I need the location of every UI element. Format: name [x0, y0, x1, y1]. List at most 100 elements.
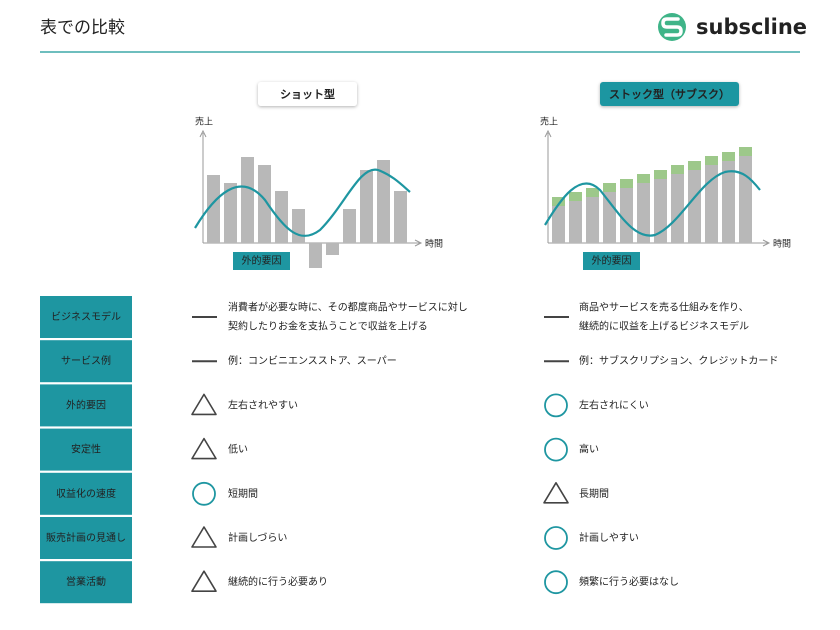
cell-text: 商品やサービスを売る仕組みを作り、 [579, 301, 749, 314]
bar-segment [569, 201, 582, 243]
arrow [414, 239, 423, 247]
y-axis-label: 売上 [195, 116, 213, 128]
bar-segment [637, 174, 650, 183]
trend-curve [544, 170, 761, 237]
annotation: 外的要因 [242, 254, 282, 267]
badge [600, 82, 739, 106]
cell-text: 契約したりお金を支払うことで収益を上げる [228, 320, 428, 333]
cell-text: 計画しやすい [579, 531, 639, 544]
bar-segment [654, 170, 667, 179]
cell-text: 例：サブスクリプション、クレジットカード [579, 354, 778, 367]
cell-text: 左右されやすい [228, 398, 298, 411]
bar [360, 170, 373, 243]
x-axis-label: 時間 [425, 239, 443, 250]
bar-segment [688, 170, 701, 243]
cell-text: 継続的に収益を上げるビジネスモデル [579, 320, 749, 333]
row-label: サービス例 [61, 354, 111, 367]
x-axis-label: 時間 [773, 239, 791, 250]
cell-text: 短期間 [228, 487, 258, 500]
bar-segment [671, 165, 684, 174]
page-title: 表での比較 [40, 18, 125, 38]
bar [326, 243, 339, 255]
row-label: ビジネスモデル [51, 310, 121, 323]
row-label-box [40, 384, 132, 427]
circle-mark [544, 526, 568, 550]
y-axis-label: 売上 [540, 116, 558, 128]
bar-segment [620, 179, 633, 188]
bar-segment [552, 197, 565, 206]
cell-text: 長期間 [579, 488, 609, 500]
bar-segment [739, 156, 752, 243]
bar [258, 165, 271, 243]
bar-segment [603, 183, 616, 192]
row-label-box [40, 561, 132, 604]
badge-label: ストック型（サブスク） [609, 87, 730, 101]
annotation-box [583, 252, 640, 270]
cell-text: 例：コンビニエンスストア、スーパー [228, 354, 397, 367]
bar-segment [722, 161, 735, 243]
row-label-box [40, 340, 132, 383]
annotation: 外的要因 [592, 254, 632, 267]
circle-mark [544, 570, 568, 595]
arrow [762, 239, 771, 247]
arrow [544, 129, 552, 138]
bar-segment [671, 174, 684, 243]
bar [275, 191, 288, 243]
bar [377, 160, 390, 243]
row-label-box [40, 428, 132, 471]
badge [258, 82, 357, 106]
row-label: 収益化の速度 [56, 487, 116, 500]
bar [224, 183, 237, 243]
bar [394, 191, 407, 243]
bar-segment [620, 188, 633, 243]
row-label: 営業活動 [66, 575, 106, 588]
triangle-mark [543, 482, 569, 504]
cell-text: 計画しづらい [228, 531, 287, 544]
row-label: 安定性 [71, 443, 101, 456]
logo-mark [661, 17, 683, 37]
triangle-mark [191, 437, 217, 460]
row-label: 販売計画の見通し [46, 531, 126, 544]
bar [309, 243, 322, 268]
bar [343, 209, 356, 243]
bar-segment [552, 206, 565, 243]
bar [292, 209, 305, 243]
bar-segment [688, 161, 701, 170]
triangle-mark [191, 393, 217, 416]
logo-text: subscline [696, 15, 807, 39]
bar-segment [739, 147, 752, 156]
trend-curve [194, 168, 411, 237]
bar [207, 175, 220, 243]
bar [241, 157, 254, 243]
cell-text: 消費者が必要な時に、その都度商品やサービスに対し [228, 301, 468, 314]
row-label-box [40, 517, 132, 559]
row-label-box [40, 296, 132, 338]
cell-text: 継続的に行う必要あり [228, 575, 328, 588]
bar-segment [705, 156, 718, 165]
bar-segment [603, 192, 616, 243]
badge-label: ショット型 [280, 87, 335, 101]
cell-text: 左右されにくい [579, 398, 649, 411]
cell-text: 低い [228, 443, 248, 456]
bar-segment [569, 192, 582, 201]
bar-segment [586, 188, 599, 197]
bar-segment [722, 152, 735, 161]
circle-mark [544, 437, 568, 462]
circle-mark [544, 393, 568, 418]
bar-segment [654, 179, 667, 243]
circle-mark [192, 481, 216, 506]
bar-segment [586, 197, 599, 243]
row-label-box [40, 472, 132, 515]
triangle-mark [191, 526, 217, 548]
bar-segment [705, 165, 718, 243]
annotation-box [233, 252, 290, 270]
arrow [199, 129, 207, 138]
comparison-table: ビジネスモデル 消費者が必要な時に、その都度商品やサービスに対し契約したりお金を支… [40, 296, 778, 604]
bar-segment [637, 183, 650, 243]
cell-text: 頻繁に行う必要はなし [579, 575, 679, 588]
cell-text: 高い [579, 443, 599, 456]
row-label: 外的要因 [66, 398, 106, 411]
triangle-mark [191, 570, 217, 592]
